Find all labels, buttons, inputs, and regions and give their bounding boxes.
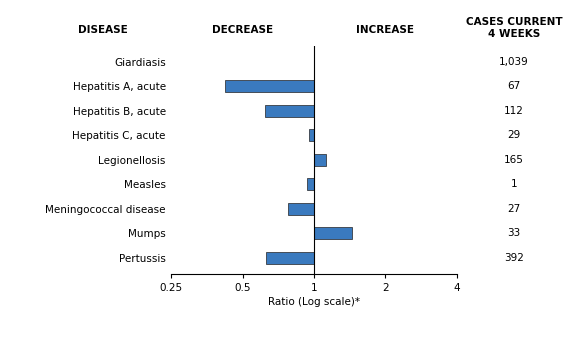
Text: DECREASE: DECREASE	[212, 25, 274, 35]
Bar	[265, 105, 314, 117]
Text: 1,039: 1,039	[499, 57, 529, 67]
Bar	[314, 154, 325, 166]
Text: 112: 112	[504, 106, 524, 115]
Bar	[309, 129, 314, 141]
Text: INCREASE: INCREASE	[356, 25, 415, 35]
Bar	[225, 80, 314, 92]
Text: DISEASE: DISEASE	[78, 25, 128, 35]
Text: 27: 27	[507, 204, 521, 214]
Text: 67: 67	[507, 81, 521, 91]
Text: 392: 392	[504, 253, 524, 263]
Text: 1: 1	[510, 179, 517, 189]
Text: CASES CURRENT
4 WEEKS: CASES CURRENT 4 WEEKS	[465, 17, 562, 39]
Bar	[307, 178, 314, 190]
Bar	[267, 252, 314, 264]
Text: 33: 33	[507, 228, 521, 238]
Text: 29: 29	[507, 130, 521, 140]
Bar	[314, 227, 352, 239]
X-axis label: Ratio (Log scale)*: Ratio (Log scale)*	[268, 297, 360, 307]
Bar	[288, 203, 314, 215]
Text: 165: 165	[504, 155, 524, 165]
